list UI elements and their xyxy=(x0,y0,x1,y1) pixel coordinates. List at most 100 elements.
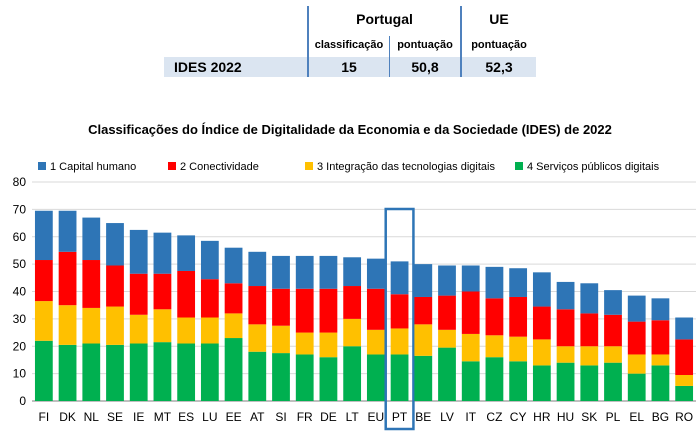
bar-segment xyxy=(556,309,575,347)
bar-segment xyxy=(580,283,599,314)
bar-segment xyxy=(343,318,362,347)
bar-segment xyxy=(272,288,290,326)
bar-segment xyxy=(82,217,101,261)
bar-segment xyxy=(461,291,480,334)
bar-segment xyxy=(627,321,646,355)
y-tick-label: 20 xyxy=(13,339,27,353)
bar-segment xyxy=(129,314,148,344)
bar-segment xyxy=(272,353,290,401)
bar-segment xyxy=(366,354,385,401)
bar-segment xyxy=(58,251,77,306)
bar-segment xyxy=(461,265,480,292)
legend-label: 4 Serviços públicos digitais xyxy=(527,161,660,173)
bar-segment xyxy=(651,365,670,401)
bar-segment xyxy=(651,320,670,355)
eu-header: UE xyxy=(489,11,509,27)
bar-segment xyxy=(248,324,267,352)
x-tick-label: MT xyxy=(154,410,172,424)
bar-segment xyxy=(177,343,196,401)
legend-label: 3 Integração das tecnologias digitais xyxy=(317,161,495,173)
bar-segment xyxy=(485,335,504,358)
bar-segment xyxy=(224,247,243,284)
legend-label: 2 Conectividade xyxy=(180,161,259,173)
bar-segment xyxy=(34,340,53,401)
bar-segment xyxy=(509,361,528,401)
bar-segment xyxy=(580,313,599,347)
bar-segment xyxy=(177,270,196,318)
y-tick-label: 40 xyxy=(13,285,27,299)
x-tick-label: PT xyxy=(392,410,408,424)
bar-segment xyxy=(129,273,148,315)
x-tick-label: CY xyxy=(510,410,527,424)
bar-segment xyxy=(153,342,172,401)
bar-segment xyxy=(485,266,504,299)
bar-segment xyxy=(295,354,314,401)
bar-segment xyxy=(153,232,172,274)
bar-segment xyxy=(627,295,646,322)
y-tick-label: 10 xyxy=(13,367,27,381)
bar-segment xyxy=(319,255,338,289)
bar-segment xyxy=(366,258,385,289)
bar-segment xyxy=(509,336,528,362)
bar-segment xyxy=(627,373,646,401)
bar-segment xyxy=(200,279,219,318)
stacked-bar-chart: 0 10 20 30 40 50 60 70 80 1 Capital humano 2 Conec… xyxy=(13,161,696,431)
bar-segment xyxy=(651,298,670,321)
bar-segment xyxy=(177,235,196,271)
bar-segment xyxy=(604,346,622,363)
x-tick-label: DE xyxy=(320,410,337,424)
bar-segment xyxy=(580,346,599,366)
bar-segment xyxy=(343,257,362,287)
bar-segment xyxy=(248,286,267,325)
x-tick-label: LV xyxy=(440,410,454,424)
bar-segment xyxy=(106,306,124,345)
bar-segment xyxy=(414,324,433,356)
x-tick-label: NL xyxy=(84,410,100,424)
bar-segment xyxy=(295,332,314,355)
portugal-header: Portugal xyxy=(356,11,413,27)
bar-segment xyxy=(58,344,77,401)
bar-segment xyxy=(343,286,362,319)
summary-table: Portugal UE classificação pontuação pont… xyxy=(0,0,700,80)
bar-segment xyxy=(438,347,456,401)
bar-segment xyxy=(509,268,528,297)
bar-segment xyxy=(129,229,148,274)
bar-segment xyxy=(414,264,433,297)
bar-segment xyxy=(129,343,148,401)
bar-segment xyxy=(319,357,338,401)
bar-segment xyxy=(390,328,409,355)
bar-segment xyxy=(438,265,456,296)
bar-segment xyxy=(200,343,219,401)
y-tick-label: 70 xyxy=(13,202,27,216)
bar-segment xyxy=(532,339,551,366)
bar-segment xyxy=(414,296,433,325)
bar-segment xyxy=(390,294,409,329)
bar-segment xyxy=(224,338,243,401)
portugal-rank-label: classificação xyxy=(314,39,384,51)
bar-segment xyxy=(248,351,267,401)
bar-segment xyxy=(34,210,53,261)
bar-segment xyxy=(580,365,599,401)
bar-segment xyxy=(390,354,409,401)
x-tick-label: IE xyxy=(133,410,144,424)
x-tick-label: EU xyxy=(368,410,385,424)
bar-segment xyxy=(106,265,124,307)
bar-segment xyxy=(675,317,694,340)
bar-segment xyxy=(485,298,504,336)
portugal-score-value: 50,8 xyxy=(411,59,439,75)
legend-swatch xyxy=(168,162,176,170)
bar-segment xyxy=(438,329,456,348)
y-tick-label: 30 xyxy=(13,312,27,326)
bar-segment xyxy=(319,332,338,358)
bar-segment xyxy=(556,281,575,310)
bar-segment xyxy=(556,362,575,401)
bar-segment xyxy=(82,260,101,308)
x-tick-label: BG xyxy=(652,410,669,424)
bar-segment xyxy=(200,240,219,280)
bar-segment xyxy=(177,317,196,344)
bar-segment xyxy=(675,339,694,375)
chart-title: Classificações do Índice de Digitalidade… xyxy=(88,122,612,137)
x-tick-label: BE xyxy=(415,410,431,424)
x-tick-label: AT xyxy=(250,410,265,424)
bar-segment xyxy=(34,301,53,341)
